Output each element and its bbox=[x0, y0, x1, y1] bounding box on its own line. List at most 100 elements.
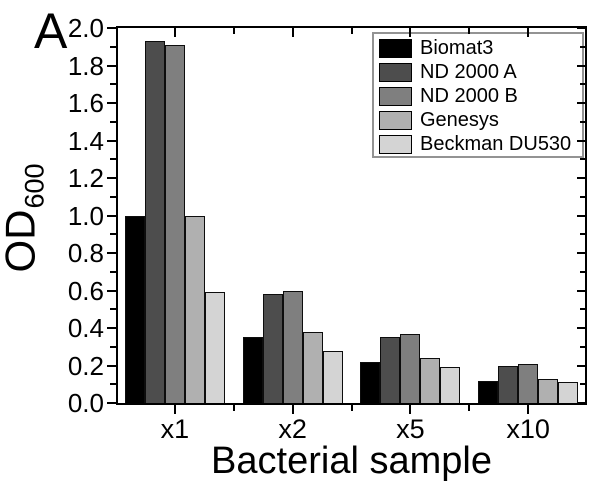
bar-genesys-x10 bbox=[538, 378, 559, 403]
y-major-tick-right bbox=[577, 402, 585, 404]
legend-swatch bbox=[379, 38, 412, 58]
y-tick-label: 1.8 bbox=[67, 50, 104, 81]
y-minor-tick-right bbox=[580, 308, 585, 311]
y-minor-tick-right bbox=[580, 195, 585, 198]
x-major-tick-bottom bbox=[291, 405, 294, 414]
y-minor-tick-left bbox=[110, 120, 116, 123]
x-minor-tick-top bbox=[232, 28, 235, 34]
legend: Biomat3 ND 2000 A ND 2000 B Genesys Beckman … bbox=[372, 32, 584, 158]
y-major-tick-right bbox=[577, 64, 585, 67]
bar-biomat3-x1 bbox=[124, 215, 145, 403]
x-minor-tick-top bbox=[468, 28, 471, 34]
bar-nd-2000-a-x10 bbox=[498, 365, 519, 403]
y-major-tick-right bbox=[577, 102, 585, 104]
bar-nd-2000-b-x2 bbox=[282, 290, 303, 403]
y-major-tick-right bbox=[577, 27, 585, 29]
y-minor-tick-right bbox=[580, 120, 585, 123]
y-major-tick-left bbox=[107, 102, 116, 104]
bar-nd-2000-b-x10 bbox=[518, 363, 539, 403]
y-major-tick-left bbox=[107, 27, 116, 29]
y-tick-label: 0.2 bbox=[67, 350, 104, 381]
y-tick-label: 0.0 bbox=[67, 388, 104, 418]
y-tick-label: 0.4 bbox=[67, 313, 104, 343]
y-major-tick-right bbox=[577, 252, 585, 254]
x-tick-label: x2 bbox=[278, 414, 307, 444]
y-minor-tick-right bbox=[580, 83, 585, 86]
legend-swatch bbox=[379, 110, 412, 130]
y-major-tick-right bbox=[577, 289, 585, 292]
legend-swatch bbox=[379, 62, 412, 82]
bar-genesys-x1 bbox=[184, 215, 205, 403]
y-minor-tick-left bbox=[110, 308, 116, 311]
bar-beckman-du530-x10 bbox=[558, 382, 579, 403]
x-major-tick-bottom bbox=[409, 405, 412, 414]
y-major-tick-left bbox=[107, 252, 116, 254]
bar-genesys-x5 bbox=[420, 358, 441, 403]
x-minor-tick-bottom bbox=[350, 405, 353, 411]
x-axis-title: Bacterial sample bbox=[211, 440, 492, 482]
y-minor-tick-left bbox=[110, 233, 116, 236]
y-minor-tick-right bbox=[580, 345, 585, 348]
y-tick-label: 1.2 bbox=[67, 163, 104, 193]
legend-swatch bbox=[379, 86, 412, 106]
x-major-tick-bottom bbox=[527, 405, 530, 414]
y-major-tick-right bbox=[577, 364, 585, 367]
x-major-tick-top bbox=[291, 28, 294, 37]
legend-label: ND 2000 A bbox=[420, 61, 517, 83]
y-minor-tick-left bbox=[110, 345, 116, 348]
y-minor-tick-left bbox=[110, 383, 116, 386]
x-minor-tick-top bbox=[350, 28, 353, 34]
x-minor-tick-bottom bbox=[232, 405, 235, 411]
plot-area bbox=[116, 26, 587, 405]
y-major-tick-left bbox=[107, 64, 116, 67]
x-minor-tick-bottom bbox=[468, 405, 471, 411]
y-tick-label: 1.6 bbox=[67, 88, 104, 118]
legend-item: Biomat3 bbox=[379, 36, 582, 60]
legend-item: ND 2000 B bbox=[379, 84, 582, 108]
y-tick-label: 1.4 bbox=[67, 125, 104, 156]
y-major-tick-left bbox=[107, 327, 116, 329]
x-tick-label: x1 bbox=[160, 414, 190, 444]
y-major-tick-left bbox=[107, 214, 116, 217]
legend-item: ND 2000 A bbox=[379, 60, 582, 84]
x-tick-label: x10 bbox=[506, 414, 550, 444]
bar-nd-2000-a-x5 bbox=[380, 337, 401, 403]
y-tick-label: 0.6 bbox=[67, 275, 104, 306]
x-tick-label: x5 bbox=[396, 414, 425, 444]
y-minor-tick-left bbox=[110, 45, 116, 48]
y-major-tick-right bbox=[577, 214, 585, 217]
y-major-tick-left bbox=[107, 139, 116, 142]
bar-nd-2000-a-x2 bbox=[262, 294, 283, 403]
x-major-tick-top bbox=[173, 28, 176, 37]
bar-nd-2000-a-x1 bbox=[144, 41, 165, 403]
bar-biomat3-x10 bbox=[478, 380, 499, 403]
y-major-tick-right bbox=[577, 139, 585, 142]
bar-beckman-du530-x2 bbox=[322, 350, 343, 403]
y-major-tick-left bbox=[107, 289, 116, 292]
y-tick-label: 1.0 bbox=[67, 200, 104, 231]
y-minor-tick-right bbox=[580, 158, 585, 161]
legend-item: Beckman DU530 bbox=[379, 132, 582, 156]
y-tick-label: 2.0 bbox=[67, 13, 104, 43]
y-minor-tick-left bbox=[110, 270, 116, 273]
y-minor-tick-left bbox=[110, 195, 116, 198]
legend-swatch bbox=[379, 134, 412, 154]
bar-nd-2000-b-x5 bbox=[400, 333, 421, 403]
bar-biomat3-x5 bbox=[360, 361, 381, 403]
y-major-tick-right bbox=[577, 327, 585, 329]
y-major-tick-left bbox=[107, 364, 116, 367]
legend-label: Genesys bbox=[420, 109, 499, 131]
y-major-tick-left bbox=[107, 402, 116, 404]
y-minor-tick-right bbox=[580, 383, 585, 386]
y-tick-label: 0.8 bbox=[67, 238, 104, 268]
x-major-tick-bottom bbox=[173, 405, 176, 414]
y-major-tick-right bbox=[577, 177, 585, 179]
y-minor-tick-right bbox=[580, 270, 585, 273]
legend-label: Biomat3 bbox=[420, 37, 494, 59]
x-major-tick-top bbox=[527, 28, 530, 37]
bar-biomat3-x2 bbox=[242, 337, 263, 403]
bar-beckman-du530-x5 bbox=[440, 367, 461, 403]
bar-beckman-du530-x1 bbox=[204, 292, 225, 403]
bar-genesys-x2 bbox=[302, 331, 323, 403]
